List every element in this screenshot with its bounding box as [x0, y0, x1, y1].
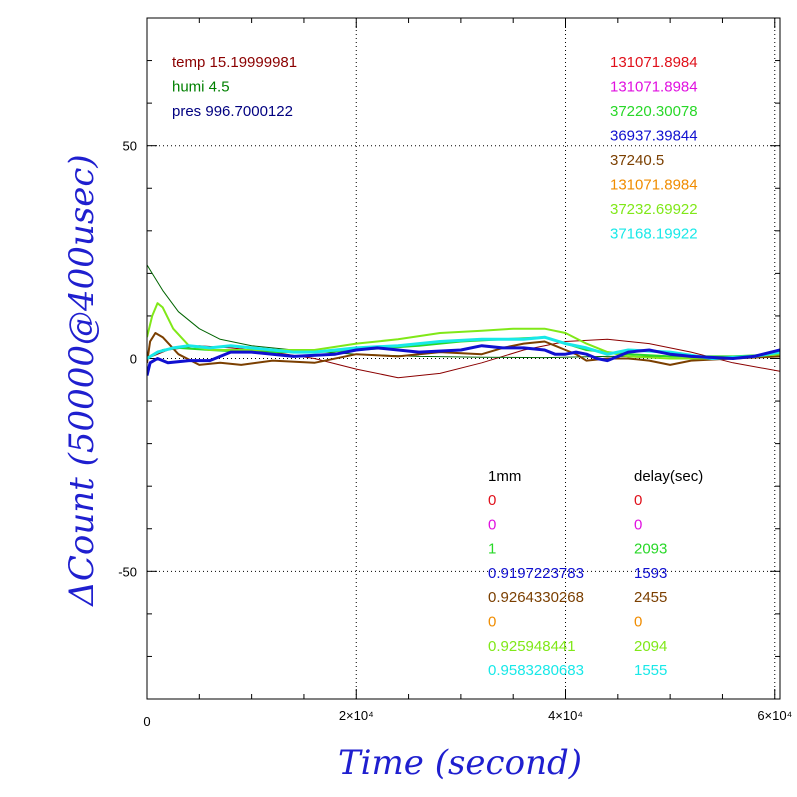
table-row-5-delay: 0: [634, 614, 642, 631]
tick-labels: 0 2×10⁴ 4×10⁴ 6×10⁴ -50 0 50: [118, 139, 792, 729]
x-axis-title: Time (second): [338, 743, 582, 783]
legend-value-2: 37220.30078: [610, 103, 698, 120]
y-tick-label-1: 0: [130, 352, 137, 367]
y-axis-title: ΔCount (50000@400usec): [62, 154, 102, 607]
x-tick-label-3: 6×10⁴: [757, 708, 792, 723]
legend-value-6: 37232.69922: [610, 201, 698, 218]
table-header-1mm: 1mm: [488, 468, 521, 485]
table-row-7-1mm: 0.9583280683: [488, 662, 584, 679]
table-row-1-1mm: 0: [488, 516, 496, 533]
legend-value-1: 131071.8984: [610, 79, 698, 96]
plot-frame: [146, 17, 781, 700]
x-tick-label-1: 2×10⁴: [339, 708, 374, 723]
series-line-4: [147, 302, 780, 360]
y-tick-label-2: 50: [123, 139, 137, 154]
legend-value-4: 37240.5: [610, 152, 664, 169]
table-row-5-1mm: 0: [488, 614, 496, 631]
series-line-6: [147, 344, 780, 376]
condition-label-2: pres 996.7000122: [172, 103, 293, 120]
table-row-3-delay: 1593: [634, 565, 667, 582]
plot-series: [147, 264, 780, 379]
x-tick-label-0: 0: [143, 714, 150, 729]
table-row-3-1mm: 0.9197223783: [488, 565, 584, 582]
table-row-6-1mm: 0.925948441: [488, 638, 576, 655]
table-row-6-delay: 2094: [634, 638, 667, 655]
legend-value-3: 36937.39844: [610, 128, 698, 145]
table-row-0-1mm: 0: [488, 492, 496, 509]
legend-value-7: 37168.19922: [610, 226, 698, 243]
table-header-delay: delay(sec): [634, 468, 703, 485]
x-tick-label-2: 4×10⁴: [548, 708, 583, 723]
table-row-4-delay: 2455: [634, 589, 667, 606]
table-row-2-delay: 2093: [634, 541, 667, 558]
y-tick-label-0: -50: [118, 564, 137, 579]
table-row-4-1mm: 0.9264330268: [488, 589, 584, 606]
condition-label-1: humi 4.5: [172, 79, 230, 96]
legend-value-0: 131071.8984: [610, 54, 698, 71]
legend-value-5: 131071.8984: [610, 177, 698, 194]
table-row-1-delay: 0: [634, 516, 642, 533]
table-row-7-delay: 1555: [634, 662, 667, 679]
condition-label-0: temp 15.19999981: [172, 54, 297, 71]
annotations: temp 15.19999981 humi 4.5 pres 996.7000122…: [172, 54, 703, 679]
table-row-2-1mm: 1: [488, 541, 496, 558]
table-row-0-delay: 0: [634, 492, 642, 509]
tick-marks: [147, 18, 780, 699]
